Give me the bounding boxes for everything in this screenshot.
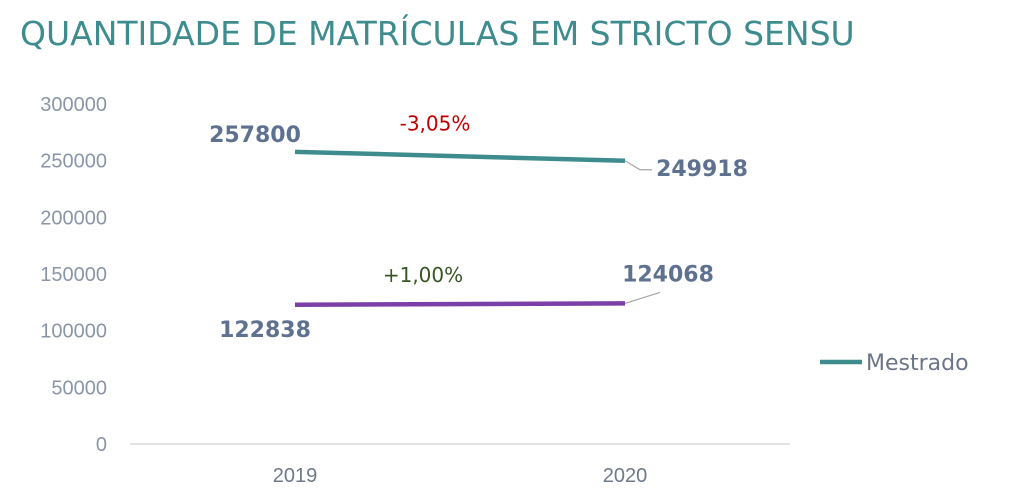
y-tick-label: 250000 <box>40 151 107 173</box>
data-label: 124068 <box>622 262 714 287</box>
y-tick-label: 200000 <box>40 207 107 229</box>
y-tick-label: 50000 <box>51 377 107 399</box>
data-labels: 257800 249918 122838 124068 <box>209 123 748 343</box>
legend-label: Mestrado <box>866 351 969 376</box>
percent-change-annotation: +1,00% <box>383 263 463 287</box>
leader-line <box>624 160 652 171</box>
y-tick-label: 100000 <box>40 321 107 343</box>
data-label: 249918 <box>656 157 748 182</box>
y-axis: 0 50000 100000 150000 200000 250000 300000 <box>40 94 107 456</box>
y-tick-label: 300000 <box>40 94 107 116</box>
leader-line <box>624 291 661 304</box>
chart-title: QUANTIDADE DE MATRÍCULAS EM STRICTO SENS… <box>20 14 855 53</box>
y-tick-label: 0 <box>96 434 107 456</box>
leader-lines <box>624 160 661 304</box>
series-layer <box>294 149 626 308</box>
data-label: 122838 <box>219 318 311 343</box>
y-tick-label: 150000 <box>40 264 107 286</box>
x-tick-label: 2019 <box>273 465 318 487</box>
x-axis: 2019 2020 <box>130 443 790 487</box>
annotations: -3,05% +1,00% <box>383 111 471 287</box>
percent-change-annotation: -3,05% <box>400 111 471 135</box>
legend: Mestrado <box>820 351 969 376</box>
x-tick-label: 2020 <box>603 465 648 487</box>
series-line-1 <box>294 301 626 308</box>
series-line-0 <box>294 149 626 164</box>
data-label: 257800 <box>209 123 301 148</box>
